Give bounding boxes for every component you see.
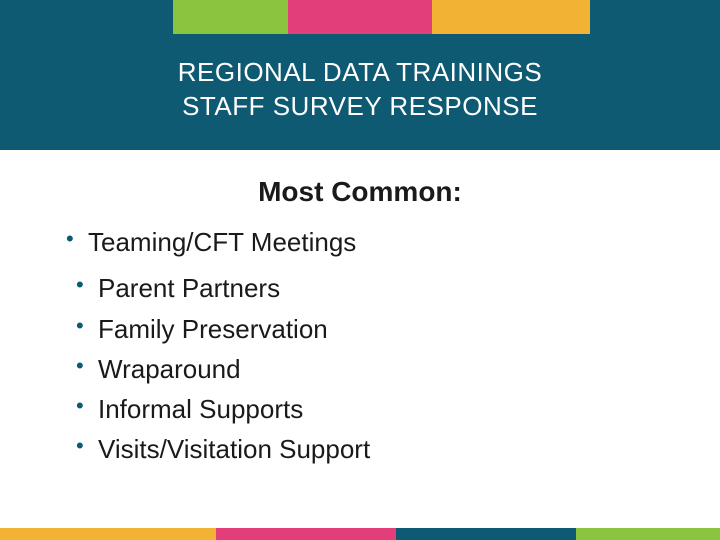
content-area: Most Common: Teaming/CFT Meetings Parent… xyxy=(0,158,720,476)
stripe-segment xyxy=(396,528,576,540)
slide: REGIONAL DATA TRAININGS STAFF SURVEY RES… xyxy=(0,0,720,540)
list-item: Visits/Visitation Support xyxy=(70,429,660,469)
bottom-accent-stripe xyxy=(0,528,720,540)
list-item: Parent Partners xyxy=(70,268,660,308)
secondary-bullet-list: Parent PartnersFamily PreservationWrapar… xyxy=(60,268,660,469)
stripe-segment xyxy=(0,528,216,540)
stripe-segment xyxy=(590,0,720,34)
top-accent-stripe xyxy=(0,0,720,34)
title-line-2: STAFF SURVEY RESPONSE xyxy=(0,90,720,124)
subheading: Most Common: xyxy=(60,176,660,208)
title-line-1: REGIONAL DATA TRAININGS xyxy=(0,56,720,90)
stripe-segment xyxy=(288,0,432,34)
primary-bullet-list: Teaming/CFT Meetings xyxy=(60,222,660,262)
stripe-segment xyxy=(0,0,173,34)
list-item: Teaming/CFT Meetings xyxy=(60,222,660,262)
stripe-segment xyxy=(173,0,288,34)
list-item: Informal Supports xyxy=(70,389,660,429)
title-band: REGIONAL DATA TRAININGS STAFF SURVEY RES… xyxy=(0,34,720,150)
stripe-segment xyxy=(576,528,720,540)
stripe-segment xyxy=(432,0,590,34)
stripe-segment xyxy=(216,528,396,540)
list-item: Wraparound xyxy=(70,349,660,389)
list-item: Family Preservation xyxy=(70,309,660,349)
